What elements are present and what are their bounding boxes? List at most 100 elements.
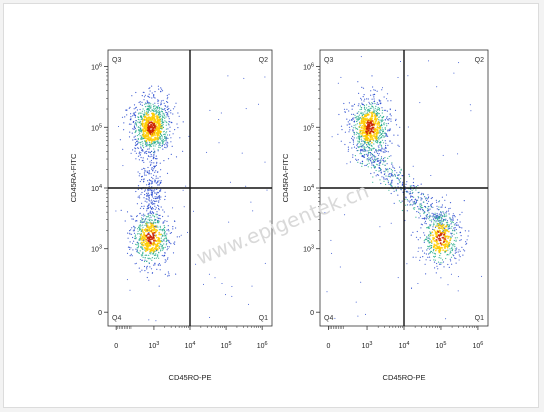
event-dot bbox=[145, 198, 147, 200]
event-dot bbox=[459, 231, 462, 233]
event-dot bbox=[431, 242, 433, 244]
event-dot bbox=[146, 268, 148, 270]
event-dot bbox=[154, 226, 156, 228]
event-dot bbox=[381, 127, 383, 129]
event-dot bbox=[437, 261, 440, 263]
event-dot bbox=[372, 121, 375, 124]
event-dot bbox=[465, 241, 467, 243]
event-dot bbox=[159, 141, 161, 143]
event-dot bbox=[164, 231, 166, 233]
event-dot bbox=[133, 136, 135, 138]
event-dot bbox=[264, 262, 266, 264]
event-dot bbox=[153, 264, 155, 266]
event-dot bbox=[418, 217, 420, 219]
event-dot bbox=[404, 198, 406, 200]
event-dot bbox=[154, 171, 156, 173]
event-dot bbox=[445, 213, 447, 215]
event-dot bbox=[440, 212, 442, 214]
event-dot bbox=[408, 193, 410, 195]
event-dot bbox=[419, 256, 421, 258]
event-dot bbox=[364, 126, 367, 129]
event-dot bbox=[358, 111, 360, 113]
event-dot bbox=[430, 233, 432, 235]
event-dot bbox=[153, 241, 156, 244]
event-dot bbox=[428, 256, 431, 258]
event-dot bbox=[381, 159, 383, 161]
event-dot bbox=[367, 155, 369, 157]
event-dot bbox=[168, 246, 170, 248]
event-dot bbox=[356, 131, 358, 133]
event-dot bbox=[146, 170, 148, 172]
event-dot bbox=[146, 266, 148, 268]
event-dot bbox=[452, 213, 454, 215]
event-dot bbox=[358, 141, 360, 143]
event-dot bbox=[166, 239, 168, 241]
event-dot bbox=[134, 263, 136, 265]
tick-label: 106 bbox=[472, 341, 483, 350]
event-dot bbox=[441, 228, 444, 230]
event-dot bbox=[155, 123, 158, 126]
event-dot bbox=[368, 127, 371, 130]
event-dot bbox=[360, 99, 363, 101]
event-dot bbox=[381, 118, 383, 120]
event-dot bbox=[440, 227, 442, 230]
event-dot bbox=[136, 249, 138, 251]
event-dot bbox=[375, 169, 377, 172]
event-dot bbox=[436, 201, 438, 203]
event-dot bbox=[145, 240, 147, 243]
event-dot bbox=[374, 166, 376, 168]
event-dot bbox=[366, 128, 368, 131]
event-dot bbox=[341, 129, 343, 131]
event-dot bbox=[132, 128, 134, 130]
event-dot bbox=[444, 206, 446, 208]
event-dot bbox=[161, 246, 163, 248]
event-dot bbox=[136, 203, 138, 205]
event-dot bbox=[162, 116, 164, 118]
event-dot bbox=[467, 235, 469, 237]
event-dot bbox=[140, 193, 142, 195]
event-dot bbox=[156, 188, 158, 190]
event-dot bbox=[388, 119, 390, 121]
event-dot bbox=[435, 214, 437, 216]
event-dot bbox=[138, 101, 140, 104]
event-dot bbox=[361, 143, 363, 145]
event-dot bbox=[145, 234, 148, 237]
event-dot bbox=[147, 192, 149, 194]
event-dot bbox=[365, 164, 367, 166]
event-dot bbox=[423, 217, 425, 220]
event-dot bbox=[443, 233, 446, 236]
figure-frame bbox=[3, 3, 539, 408]
event-dot bbox=[133, 114, 135, 116]
event-dot bbox=[369, 109, 371, 111]
event-dot bbox=[364, 150, 366, 152]
event-dot bbox=[376, 164, 378, 166]
event-dot bbox=[150, 105, 152, 107]
event-dot bbox=[424, 222, 426, 224]
event-dot bbox=[146, 125, 148, 128]
event-dot bbox=[416, 230, 418, 233]
event-dot bbox=[422, 193, 424, 195]
event-dot bbox=[160, 190, 162, 192]
event-dot bbox=[153, 203, 155, 205]
event-dot bbox=[161, 230, 164, 232]
event-dot bbox=[410, 196, 412, 198]
event-dot bbox=[147, 272, 149, 274]
event-dot bbox=[149, 161, 151, 163]
event-dot bbox=[220, 112, 222, 114]
event-dot bbox=[387, 182, 389, 184]
event-dot bbox=[167, 142, 169, 144]
event-dot bbox=[151, 109, 153, 111]
event-dot bbox=[157, 150, 159, 152]
event-dot bbox=[150, 241, 152, 244]
event-dot bbox=[147, 111, 149, 113]
event-dot bbox=[360, 111, 362, 113]
event-dot bbox=[445, 225, 448, 228]
event-dot bbox=[366, 114, 369, 116]
event-dot bbox=[380, 133, 382, 135]
event-dot bbox=[444, 219, 446, 221]
event-dot bbox=[144, 238, 147, 241]
event-dot bbox=[377, 138, 379, 140]
event-dot bbox=[379, 141, 382, 143]
event-dot bbox=[390, 155, 392, 157]
event-dot bbox=[445, 240, 448, 242]
